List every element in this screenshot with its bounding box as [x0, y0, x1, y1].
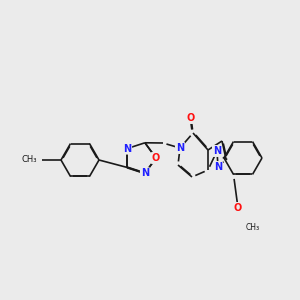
Text: O: O — [152, 153, 160, 163]
Text: O: O — [187, 113, 195, 123]
Text: CH₃: CH₃ — [246, 224, 260, 232]
Text: N: N — [176, 143, 184, 153]
Text: O: O — [234, 203, 242, 213]
Text: N: N — [141, 168, 149, 178]
Text: CH₃: CH₃ — [22, 155, 38, 164]
Text: N: N — [213, 146, 221, 156]
Text: N: N — [123, 144, 131, 154]
Text: N: N — [214, 162, 222, 172]
